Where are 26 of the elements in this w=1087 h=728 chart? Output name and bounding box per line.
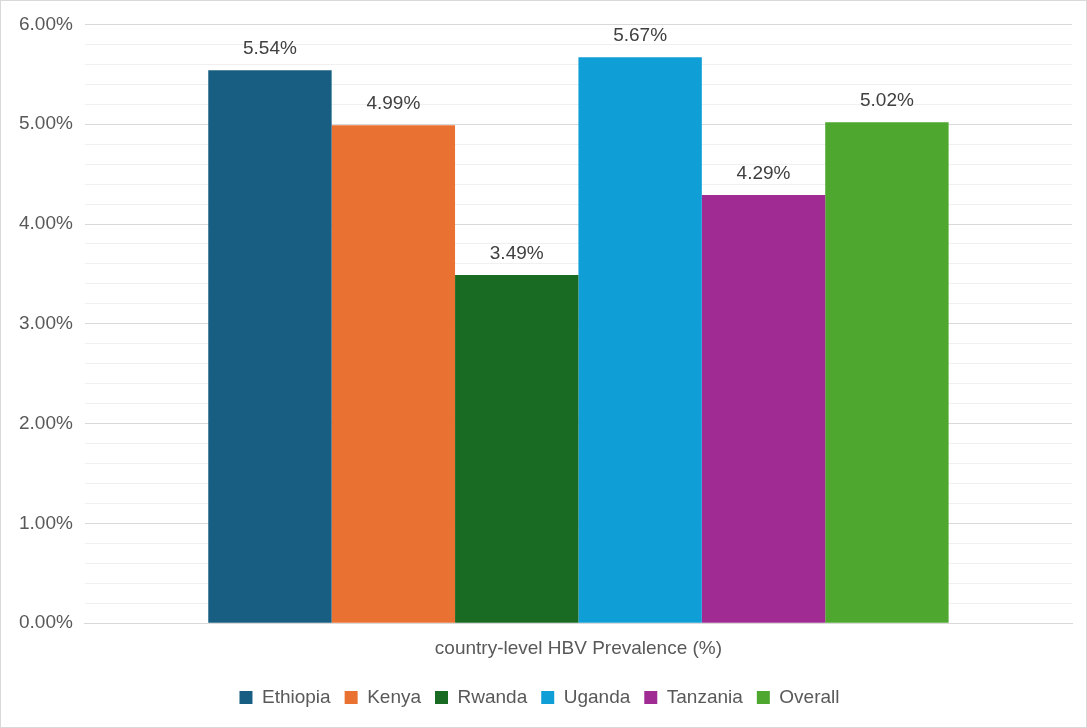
y-tick-label: 6.00% xyxy=(19,12,73,34)
legend-label: Rwanda xyxy=(457,685,528,707)
legend-label: Uganda xyxy=(563,685,631,707)
y-tick-label: 4.00% xyxy=(19,212,73,234)
bar xyxy=(578,57,702,623)
legend-label: Ethiopia xyxy=(261,685,332,707)
data-label: 4.29% xyxy=(736,161,791,183)
legend-label: Tanzania xyxy=(666,685,744,707)
bar xyxy=(701,195,826,623)
bar xyxy=(455,274,579,623)
data-label: 5.67% xyxy=(613,24,668,46)
legend-label: Kenya xyxy=(367,685,422,707)
y-tick-label: 1.00% xyxy=(19,511,73,533)
y-tick-label: 3.00% xyxy=(19,312,73,334)
x-tick-label: country-level HBV Prevalence (%) xyxy=(434,636,723,658)
y-tick-label: 5.00% xyxy=(19,112,73,134)
data-label: 4.99% xyxy=(366,91,421,113)
data-label: 5.54% xyxy=(243,37,297,59)
bar xyxy=(331,125,456,623)
legend-label: Overall xyxy=(779,685,840,707)
data-label: 5.02% xyxy=(859,88,914,110)
bar xyxy=(825,122,949,623)
y-tick-label: 0.00% xyxy=(19,611,73,633)
data-label: 3.49% xyxy=(489,241,544,263)
y-tick-label: 2.00% xyxy=(19,411,73,433)
bar xyxy=(208,70,332,623)
